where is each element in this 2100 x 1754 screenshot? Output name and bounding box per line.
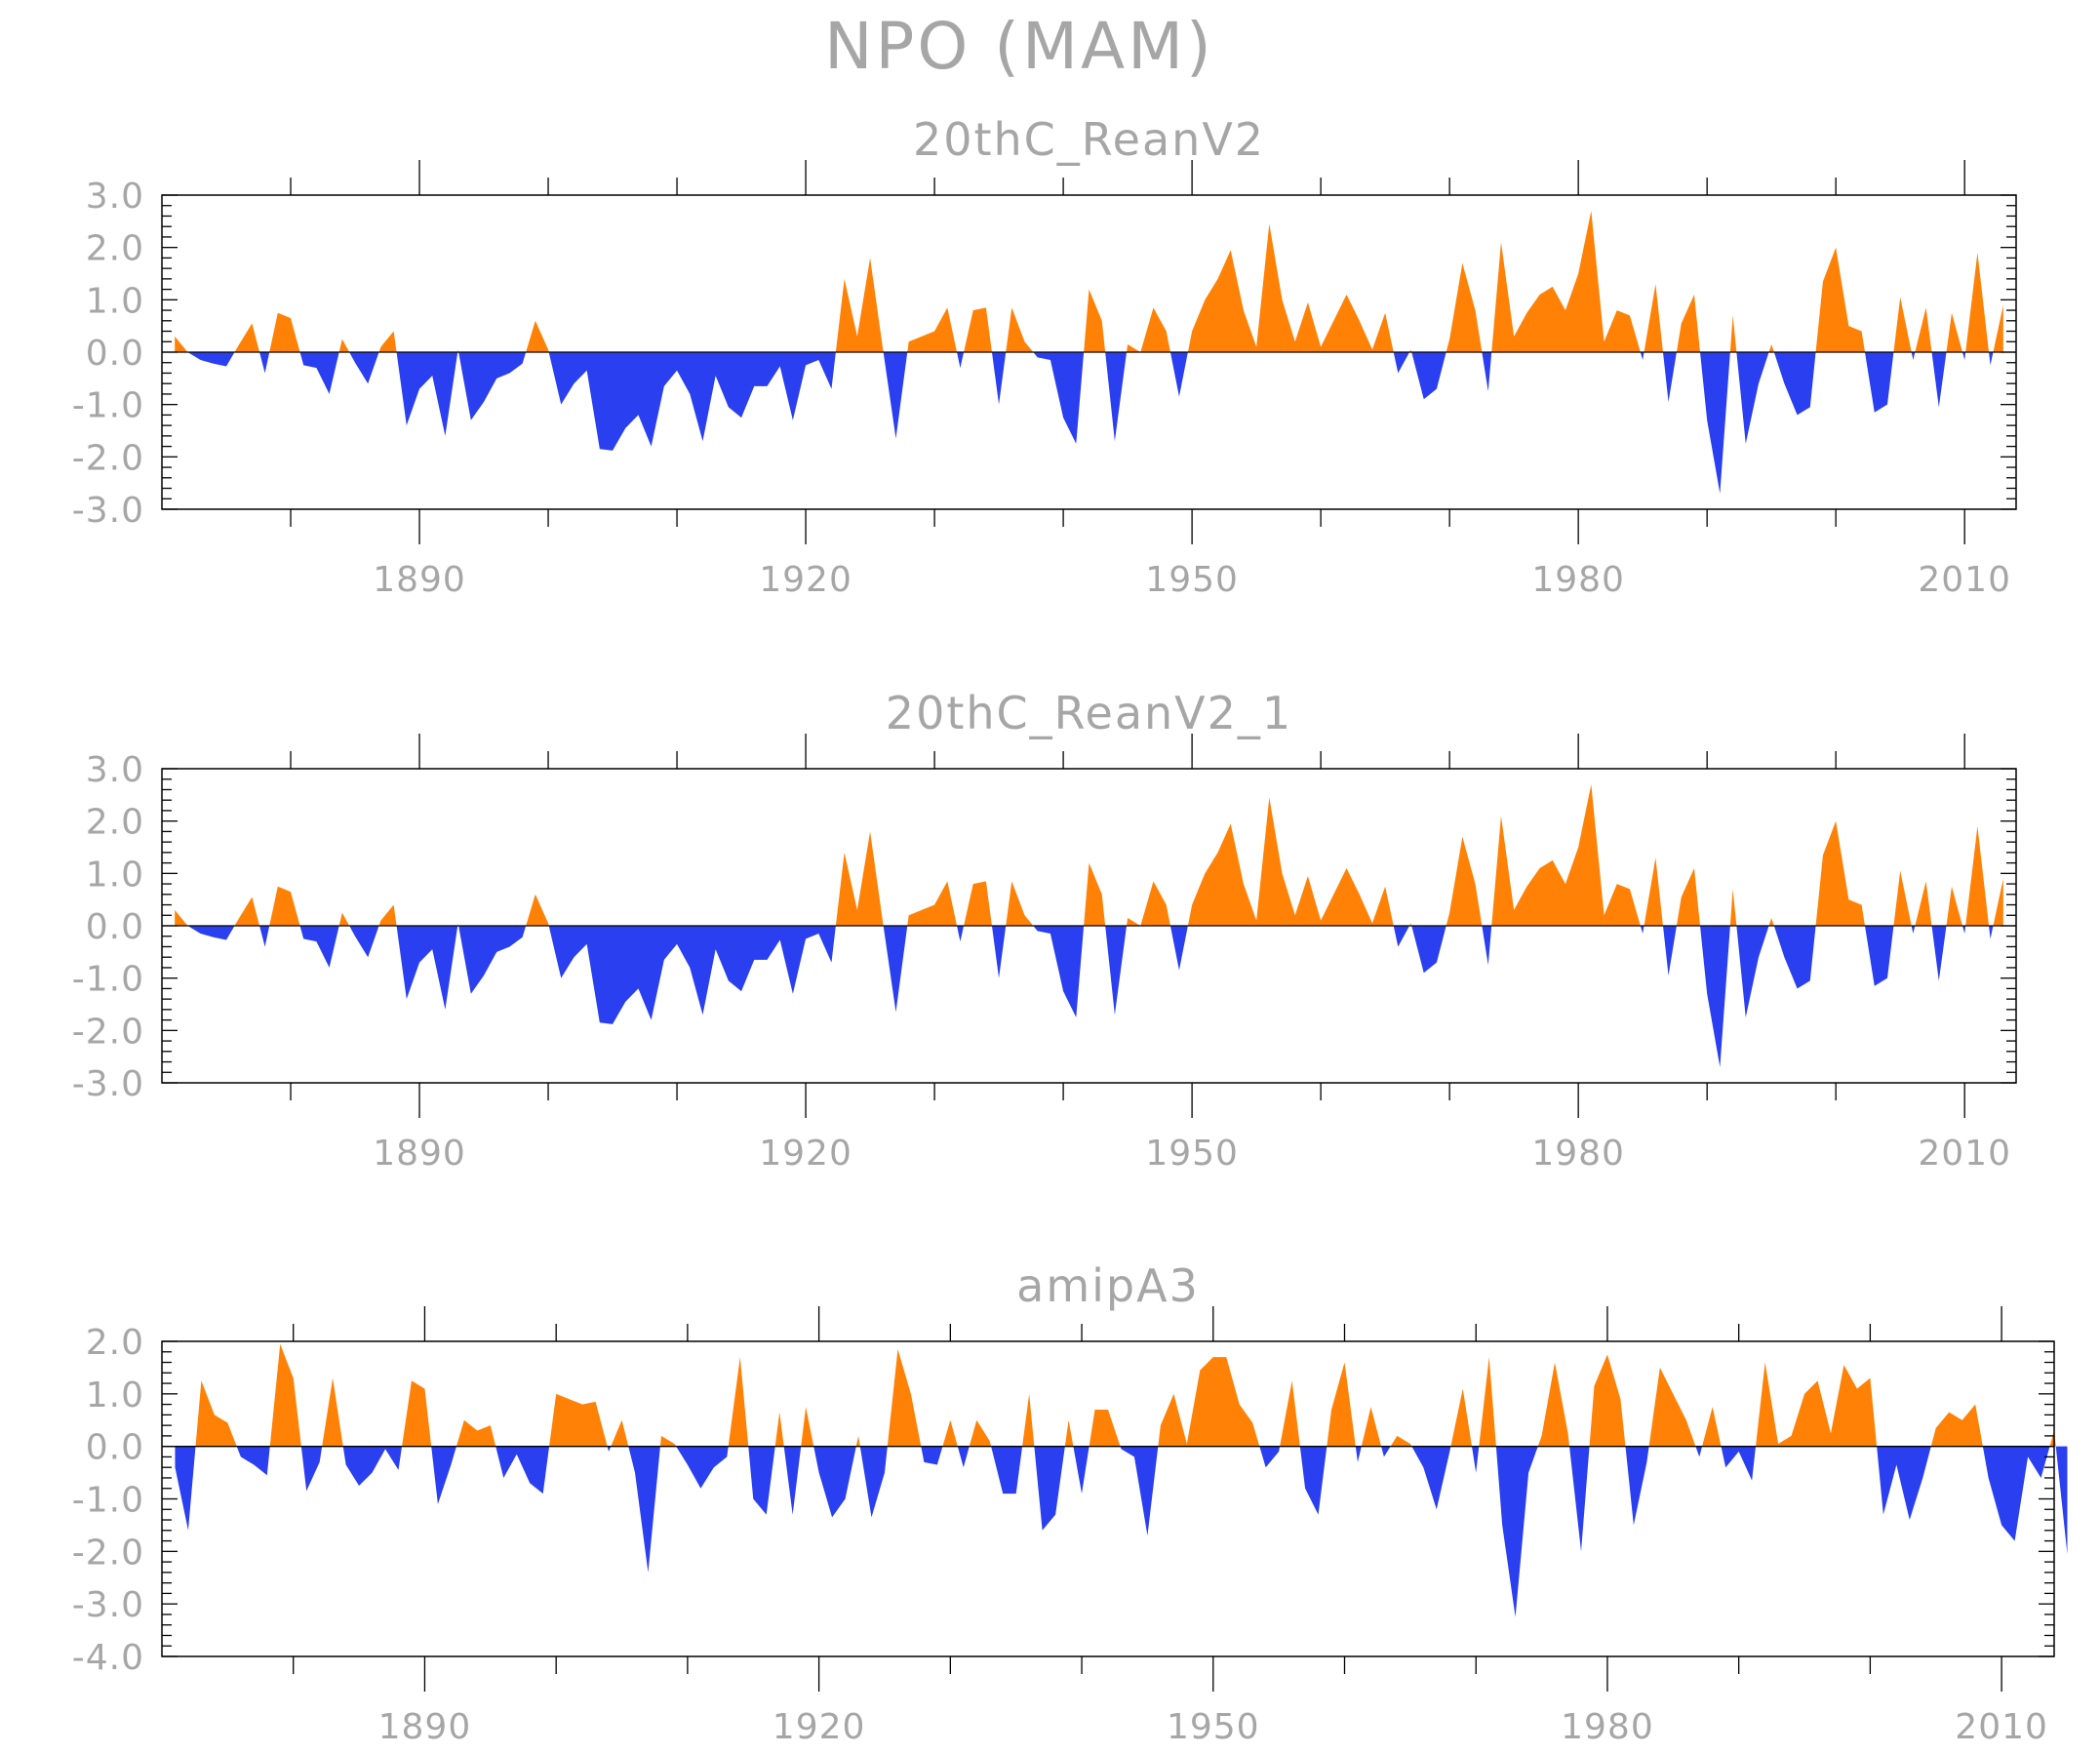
- y-tick-label: 0.0: [86, 1428, 144, 1468]
- panel-title: amipA3: [1016, 1259, 1200, 1312]
- y-tick-label: -4.0: [72, 1638, 144, 1678]
- x-tick-label: 2010: [1918, 560, 2011, 600]
- panel-title: 20thC_ReanV2: [913, 113, 1265, 166]
- y-tick-label: -3.0: [72, 1064, 144, 1104]
- x-tick-label: 1920: [759, 1134, 852, 1174]
- panel-title: 20thC_ReanV2_1: [886, 687, 1292, 739]
- panel-amipa3: amipA3 2.0 1.0 0.0 -1.0 -2.0 -3.0 -4.0 1890 1920 1…: [72, 1259, 2068, 1747]
- y-tick-label: -3.0: [72, 491, 144, 531]
- positive-area: [175, 784, 2003, 926]
- y-tick-label: 1.0: [86, 1375, 144, 1415]
- y-tick-label: 2.0: [86, 229, 144, 269]
- figure-title: NPO (MAM): [824, 9, 1214, 84]
- x-tick-label: 2010: [1955, 1707, 2048, 1747]
- x-tick-label: 1980: [1531, 560, 1625, 600]
- x-tick-label: 1950: [1145, 1134, 1239, 1174]
- y-tick-label: -1.0: [72, 960, 144, 1000]
- x-tick-label: 1920: [759, 560, 852, 600]
- x-tick-label: 1890: [378, 1707, 472, 1747]
- panel-20thc-reanv2-1: 20thC_ReanV2_1 3.0 2.0 1.0 0.0 -1.0 -2.0 -3.0 18…: [72, 687, 2017, 1174]
- negative-area: [175, 1446, 2068, 1617]
- y-tick-label: -1.0: [72, 1481, 144, 1521]
- y-tick-label: -2.0: [72, 438, 144, 478]
- plot-frame: [161, 1340, 2055, 1657]
- y-tick-label: 3.0: [86, 177, 144, 217]
- positive-area: [175, 211, 2003, 352]
- y-tick-label: 0.0: [86, 334, 144, 374]
- y-tick-label: -2.0: [72, 1533, 144, 1573]
- y-tick-label: -1.0: [72, 386, 144, 426]
- x-tick-label: 1980: [1531, 1134, 1625, 1174]
- y-tick-label: -2.0: [72, 1012, 144, 1052]
- y-tick-label: 2.0: [86, 1323, 144, 1363]
- x-tick-label: 1980: [1561, 1707, 1654, 1747]
- x-tick-label: 1920: [773, 1707, 866, 1747]
- x-tick-label: 1950: [1167, 1707, 1260, 1747]
- negative-area: [187, 352, 1994, 494]
- x-tick-label: 1890: [373, 560, 466, 600]
- positive-area: [195, 1343, 2056, 1447]
- y-tick-label: -3.0: [72, 1585, 144, 1625]
- panel-20thc-reanv2: 20thC_ReanV2 3.0 2.0 1.0 0.0 -1.0 -2.0 -3.0 1890…: [72, 113, 2017, 600]
- y-tick-label: 2.0: [86, 803, 144, 843]
- y-tick-label: 1.0: [86, 281, 144, 321]
- x-tick-label: 2010: [1918, 1134, 2011, 1174]
- y-tick-label: 1.0: [86, 855, 144, 895]
- x-tick-label: 1950: [1145, 560, 1239, 600]
- x-tick-label: 1890: [373, 1134, 466, 1174]
- y-tick-label: 0.0: [86, 907, 144, 947]
- y-tick-label: 3.0: [86, 750, 144, 790]
- negative-area: [187, 926, 1994, 1067]
